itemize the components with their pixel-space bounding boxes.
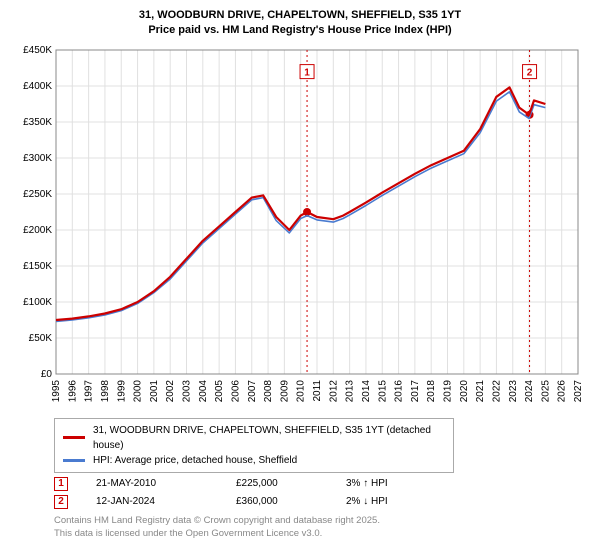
footnote-line-1: Contains HM Land Registry data © Crown c… [54, 515, 588, 528]
sale-marker-1: 1 [54, 477, 68, 491]
svg-text:2: 2 [527, 67, 533, 78]
legend-swatch-hpi [63, 459, 85, 462]
svg-text:2006: 2006 [230, 379, 241, 402]
svg-text:2025: 2025 [540, 379, 551, 402]
chart-title: 31, WOODBURN DRIVE, CHAPELTOWN, SHEFFIEL… [12, 8, 588, 38]
svg-text:2023: 2023 [508, 379, 519, 402]
svg-text:£0: £0 [41, 369, 53, 380]
sale-date-2: 12-JAN-2024 [96, 496, 236, 507]
sale-row-1: 1 21-MAY-2010 £225,000 3% ↑ HPI [54, 477, 588, 491]
legend-label-hpi: HPI: Average price, detached house, Shef… [93, 453, 297, 468]
legend: 31, WOODBURN DRIVE, CHAPELTOWN, SHEFFIEL… [54, 418, 454, 473]
svg-text:2020: 2020 [459, 379, 470, 402]
svg-text:2000: 2000 [133, 379, 144, 402]
svg-text:2013: 2013 [345, 379, 356, 402]
svg-text:£150K: £150K [23, 261, 52, 272]
svg-text:£350K: £350K [23, 117, 52, 128]
svg-text:1999: 1999 [116, 379, 127, 402]
svg-text:1995: 1995 [51, 379, 62, 402]
svg-text:2008: 2008 [263, 379, 274, 402]
price-chart: £0 £50K £100K £150K £200K £250K £300K £350K £400… [12, 44, 588, 414]
svg-text:£50K: £50K [29, 333, 53, 344]
svg-text:£100K: £100K [23, 297, 52, 308]
svg-text:2002: 2002 [165, 379, 176, 402]
svg-text:2014: 2014 [361, 379, 372, 402]
svg-text:£200K: £200K [23, 225, 52, 236]
svg-text:£250K: £250K [23, 189, 52, 200]
footnote-line-2: This data is licensed under the Open Gov… [54, 528, 588, 541]
legend-item-hpi: HPI: Average price, detached house, Shef… [63, 453, 445, 468]
svg-text:2015: 2015 [377, 379, 388, 402]
svg-text:£400K: £400K [23, 81, 52, 92]
svg-text:2017: 2017 [410, 379, 421, 402]
svg-text:1997: 1997 [84, 379, 95, 402]
title-line-1: 31, WOODBURN DRIVE, CHAPELTOWN, SHEFFIEL… [12, 8, 588, 23]
svg-text:2001: 2001 [149, 379, 160, 402]
svg-text:1996: 1996 [67, 379, 78, 402]
svg-text:2022: 2022 [491, 379, 502, 402]
sale-price-2: £360,000 [236, 496, 346, 507]
legend-swatch-property [63, 436, 85, 439]
title-line-2: Price paid vs. HM Land Registry's House … [12, 23, 588, 38]
sale-row-2: 2 12-JAN-2024 £360,000 2% ↓ HPI [54, 495, 588, 509]
svg-text:2016: 2016 [394, 379, 405, 402]
svg-text:2007: 2007 [247, 379, 258, 402]
svg-text:2010: 2010 [296, 379, 307, 402]
svg-text:2012: 2012 [328, 379, 339, 402]
sale-marker-2: 2 [54, 495, 68, 509]
svg-text:2004: 2004 [198, 379, 209, 402]
svg-text:2019: 2019 [443, 379, 454, 402]
footnote: Contains HM Land Registry data © Crown c… [54, 515, 588, 541]
svg-text:1998: 1998 [100, 379, 111, 402]
sale-date-1: 21-MAY-2010 [96, 478, 236, 489]
svg-text:2003: 2003 [182, 379, 193, 402]
legend-item-property: 31, WOODBURN DRIVE, CHAPELTOWN, SHEFFIEL… [63, 423, 445, 453]
legend-label-property: 31, WOODBURN DRIVE, CHAPELTOWN, SHEFFIEL… [93, 423, 445, 453]
svg-text:1: 1 [304, 67, 310, 78]
svg-text:2005: 2005 [214, 379, 225, 402]
sale-diff-1: 3% ↑ HPI [346, 478, 466, 489]
svg-text:2021: 2021 [475, 379, 486, 402]
svg-text:2009: 2009 [279, 379, 290, 402]
svg-text:2024: 2024 [524, 379, 535, 402]
svg-text:2026: 2026 [557, 379, 568, 402]
sale-diff-2: 2% ↓ HPI [346, 496, 466, 507]
sale-price-1: £225,000 [236, 478, 346, 489]
svg-text:2011: 2011 [312, 379, 323, 401]
svg-text:£450K: £450K [23, 45, 52, 56]
svg-text:£300K: £300K [23, 153, 52, 164]
svg-text:2018: 2018 [426, 379, 437, 402]
svg-text:2027: 2027 [573, 379, 584, 402]
